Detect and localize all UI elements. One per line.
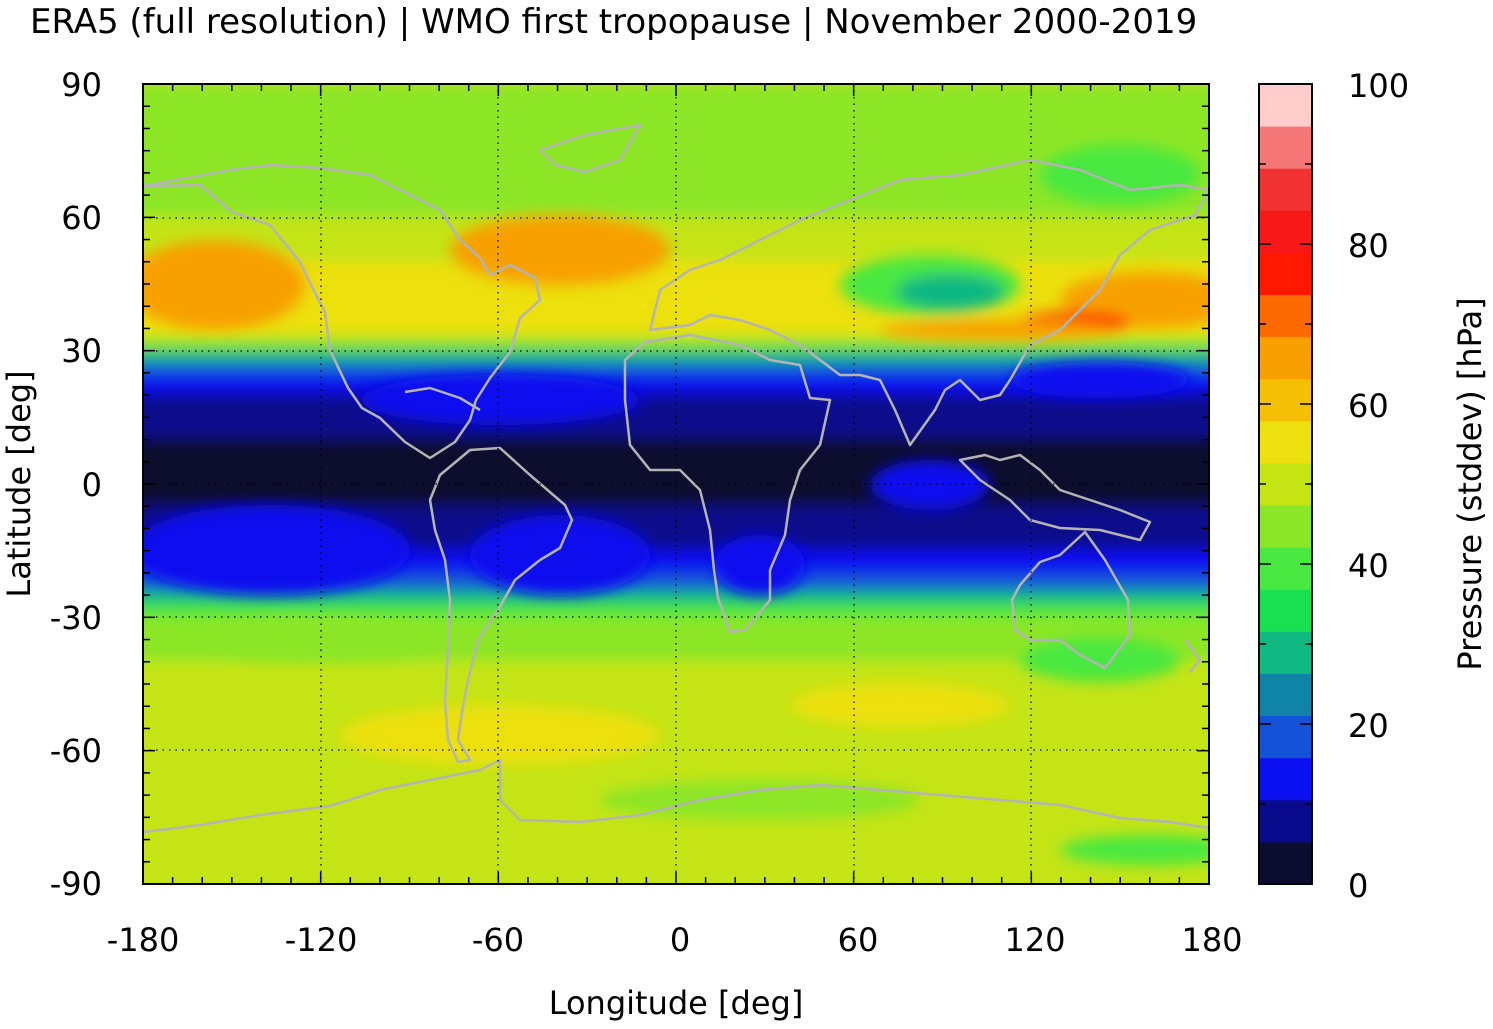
colorbar-segment	[1259, 505, 1312, 548]
colorbar	[1259, 83, 1312, 885]
y-tick-label: -90	[50, 865, 102, 903]
colorbar-tick-label: 40	[1348, 547, 1389, 585]
heatmap-patch	[895, 274, 1005, 310]
colorbar-segment	[1259, 715, 1312, 759]
north-america-coast	[143, 163, 542, 460]
grid-lines	[143, 84, 1209, 884]
colorbar-segment	[1259, 126, 1312, 169]
heatmap-patch	[450, 215, 670, 285]
colorbar-segment	[1259, 589, 1312, 632]
heatmap-band	[143, 571, 1209, 592]
heatmap-patch	[470, 515, 650, 595]
heatmap-patch	[360, 375, 640, 425]
heatmap-patch	[600, 780, 920, 820]
x-tick-label: 180	[1181, 921, 1242, 959]
antarctica-coast	[143, 758, 1209, 834]
colorbar-tick-label: 100	[1348, 67, 1409, 105]
heatmap-patch	[340, 705, 660, 765]
y-axis-label: Latitude [deg]	[0, 370, 38, 597]
colorbar-tick-labels: 100 80 60 40 20 0	[1348, 67, 1409, 905]
heatmap-patch	[870, 460, 990, 510]
new-zealand-coast	[1184, 639, 1202, 673]
caribbean-coast	[404, 386, 481, 412]
x-axis-label: Longitude [deg]	[549, 984, 804, 1022]
south-america-coast	[428, 446, 574, 764]
heatmap-patch	[1010, 362, 1190, 398]
heatmap-band	[143, 416, 1209, 441]
colorbar-segment	[1259, 462, 1312, 506]
x-tick-label: -180	[107, 921, 180, 959]
africa-coast	[623, 333, 832, 634]
heatmap-patch	[143, 505, 410, 595]
y-tick-label: 0	[82, 466, 102, 504]
heatmap-area	[143, 84, 1209, 884]
heatmap-band	[143, 394, 1209, 419]
x-tick-label: 120	[1004, 921, 1065, 959]
heatmap-band	[143, 589, 1209, 605]
x-tick-label: 0	[670, 921, 690, 959]
y-tick-label: -60	[50, 732, 102, 770]
colorbar-segment	[1259, 420, 1312, 464]
heatmap-patch	[1020, 638, 1180, 682]
heatmap-patch	[880, 320, 1120, 340]
colorbar-tick-label: 20	[1348, 707, 1389, 745]
coastlines	[143, 123, 1209, 834]
heatmap-patch	[715, 535, 805, 595]
colorbar-segment	[1259, 631, 1312, 674]
colorbar-segment	[1259, 757, 1312, 801]
heatmap-patch	[790, 683, 1010, 727]
colorbar-segment	[1259, 841, 1312, 885]
colorbar-tick-label: 0	[1348, 867, 1368, 905]
y-tick-label: 30	[61, 332, 102, 370]
colorbar-label: Pressure (stddev) [hPa]	[1451, 297, 1489, 670]
heatmap-patch	[200, 620, 440, 660]
heatmap-band	[143, 216, 1209, 263]
heatmap-patch	[1040, 145, 1200, 205]
minor-ticks	[142, 83, 1210, 885]
colorbar-segment	[1259, 336, 1312, 380]
colorbar-segment	[1259, 547, 1312, 590]
x-tick-labels: -180 -120 -60 0 60 120 180	[107, 921, 1243, 959]
colorbar-segment	[1259, 673, 1312, 717]
maritime-continent-coast	[958, 453, 1152, 542]
colorbar-segment	[1259, 378, 1312, 422]
colorbar-segment	[1259, 210, 1312, 253]
x-tick-label: -120	[285, 921, 358, 959]
chart-title: ERA5 (full resolution) | WMO first tropo…	[30, 2, 1198, 42]
greenland-coast	[538, 123, 642, 174]
colorbar-segment	[1259, 294, 1312, 338]
x-tick-label: -60	[472, 921, 524, 959]
y-tick-label: -30	[50, 599, 102, 637]
colorbar-segment	[1259, 84, 1312, 127]
y-tick-labels: 90 60 30 0 -30 -60 -90	[50, 66, 102, 903]
colorbar-segment	[1259, 168, 1312, 211]
heatmap-patch	[143, 240, 305, 330]
heatmap-patch	[1060, 835, 1209, 865]
y-tick-label: 90	[61, 66, 102, 104]
x-tick-label: 60	[838, 921, 879, 959]
colorbar-segment	[1259, 799, 1312, 843]
heatmap-band	[143, 483, 1209, 508]
australia-coast	[1010, 530, 1132, 670]
eurasia-coast	[648, 158, 1209, 447]
y-tick-label: 60	[61, 199, 102, 237]
colorbar-segment	[1259, 252, 1312, 296]
colorbar-frame	[1258, 83, 1313, 885]
colorbar-tick-label: 80	[1348, 227, 1389, 265]
colorbar-tick-label: 60	[1348, 387, 1389, 425]
